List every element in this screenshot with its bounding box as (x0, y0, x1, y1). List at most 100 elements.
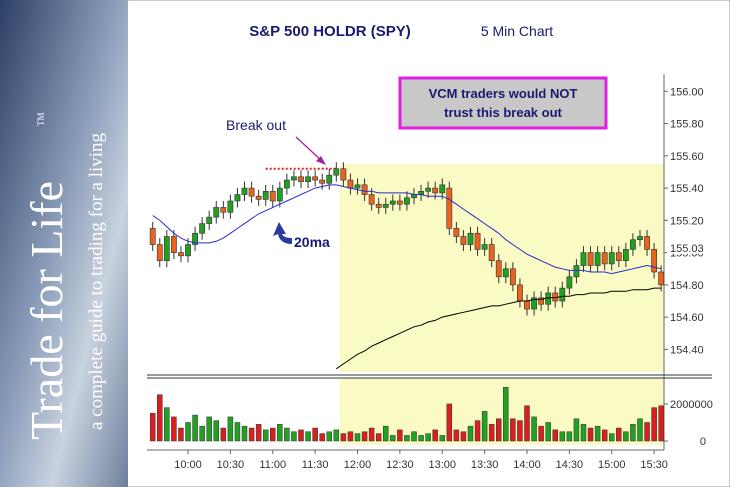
candle-body (531, 297, 537, 310)
volume-bar (517, 420, 523, 442)
volume-bar (220, 427, 227, 442)
candle-body (170, 236, 177, 253)
volume-bar (623, 431, 629, 442)
candle-body (580, 252, 587, 266)
volume-bar (164, 407, 170, 442)
volume-bar (566, 431, 573, 442)
y-tick-label: 155.20 (670, 215, 704, 227)
candle-body (559, 287, 566, 302)
volume-bar (467, 425, 474, 442)
x-tick-label: 12:30 (386, 459, 414, 471)
candle-body (474, 232, 481, 250)
candle-body (283, 179, 290, 189)
volume-bar (390, 435, 396, 442)
x-tick-label: 12:00 (344, 459, 372, 471)
candle-body (439, 184, 446, 194)
volume-bar (270, 427, 276, 442)
candle-body (262, 191, 269, 200)
volume-bar (277, 424, 283, 442)
volume-bar (206, 416, 212, 442)
candle-body (234, 194, 241, 202)
candle-body (488, 244, 495, 261)
candle-body (587, 252, 594, 266)
candle-body (601, 252, 608, 265)
volume-bar (510, 418, 516, 442)
candle-body (509, 268, 516, 286)
moving-average (336, 287, 662, 370)
candle-body (495, 260, 502, 278)
candle-body (446, 187, 453, 229)
volume-bar (298, 429, 304, 442)
ma-label: 20ma (294, 234, 330, 250)
volume-bar (411, 431, 417, 442)
volume-bar (397, 429, 403, 442)
volume-bar (199, 425, 205, 442)
volume-bar (312, 427, 318, 442)
candle-body (502, 268, 509, 278)
candle-body (192, 232, 198, 245)
candle-body (389, 200, 396, 205)
volume-bar (354, 433, 361, 442)
candle-body (220, 207, 227, 213)
x-tick-label: 14:00 (513, 459, 541, 471)
candle-body (326, 174, 333, 184)
volume-bar (425, 433, 431, 442)
candle-body (637, 236, 643, 241)
candle-body (255, 195, 262, 200)
x-tick-label: 11:30 (302, 459, 329, 471)
candle-body (241, 187, 248, 195)
volume-bar (171, 416, 177, 442)
callout-text: trust this break out (444, 105, 562, 120)
price-marker-bg (667, 240, 707, 254)
candle-body (276, 187, 283, 202)
y-tick-label: 155.80 (670, 119, 704, 131)
candle-body (305, 176, 311, 182)
sidebar (0, 0, 128, 487)
volume-bar (594, 425, 601, 442)
volume-bar (503, 387, 509, 442)
volume-bar (587, 427, 594, 442)
candle-body (517, 284, 523, 302)
candle-body (594, 252, 601, 266)
volume-bar (248, 427, 255, 442)
annotation-arrow (295, 136, 324, 163)
candle-body (213, 207, 220, 218)
volume-bar (368, 427, 375, 442)
volume-bar (185, 422, 191, 442)
trademark: TM (36, 113, 46, 127)
volume-bar (644, 422, 650, 442)
volume-bar (234, 422, 241, 442)
volume-bar (149, 412, 156, 442)
candle-body (622, 249, 629, 261)
y-tick-label: 154.80 (670, 280, 704, 292)
candle-body (396, 200, 403, 205)
candle-body (432, 187, 439, 194)
volume-bar (608, 433, 615, 442)
ma-arrow (273, 222, 292, 244)
candle-body (312, 176, 319, 181)
volume-bar (616, 427, 622, 442)
x-tick-label: 11:00 (259, 459, 286, 471)
volume-bar (453, 429, 460, 442)
annotation: Break out (226, 117, 286, 133)
x-tick-label: 15:00 (598, 459, 626, 471)
price-marker: 155.03 (670, 243, 704, 255)
candle-body (163, 236, 170, 261)
moving-average (152, 184, 662, 275)
volume-bar (481, 411, 488, 442)
volume-bar (227, 416, 234, 442)
candle-body (347, 179, 354, 189)
x-tick-label: 15:30 (640, 459, 668, 471)
x-tick-label: 14:30 (556, 459, 584, 471)
volume-bar (545, 422, 551, 442)
volume-bar (637, 418, 643, 442)
volume-bar (559, 431, 566, 442)
candle-body (481, 244, 488, 250)
y-tick-label: 154.40 (670, 344, 704, 356)
volume-bar (361, 431, 368, 442)
volume-bar (418, 435, 424, 442)
candle-body (199, 223, 206, 234)
candle-body (382, 203, 389, 208)
candle-body (566, 276, 573, 289)
